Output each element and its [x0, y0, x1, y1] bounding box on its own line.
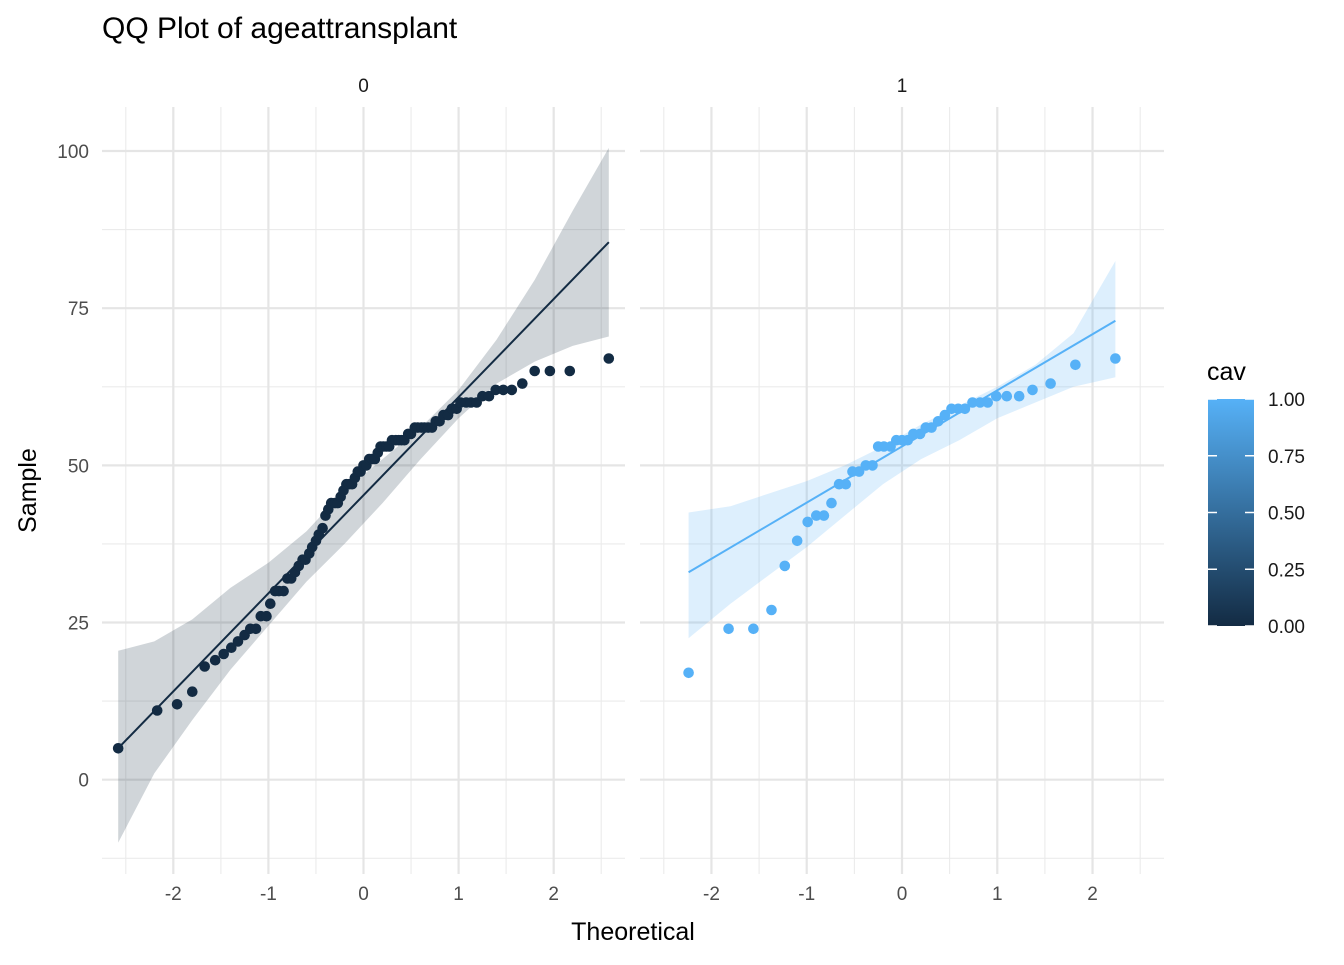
x-tick-label: -2 [703, 884, 720, 905]
data-point [939, 409, 951, 421]
colorbar-label: 0.75 [1268, 447, 1305, 468]
data-point [818, 510, 830, 521]
x-axis-title: Theoretical [571, 918, 695, 946]
data-point [498, 384, 509, 396]
y-tick-label: 50 [68, 456, 89, 477]
facet-panel-0: 0 -2 -1 0 1 2 0 25 50 75 100 [57, 76, 625, 905]
y-tick-label: 25 [68, 614, 89, 635]
data-point [265, 598, 276, 609]
data-point [171, 699, 183, 710]
data-point [932, 416, 944, 427]
x-tick-label: 2 [548, 884, 559, 905]
data-point [802, 516, 813, 528]
y-tick-label: 75 [68, 299, 89, 320]
data-point [974, 397, 986, 408]
x-tick-label: 0 [358, 884, 369, 905]
data-point [151, 705, 163, 716]
x-tick-label: -1 [798, 884, 815, 905]
data-point [317, 522, 328, 534]
legend-colorbar: cav 0.00 0.25 0.50 0.75 1.00 [1207, 358, 1305, 638]
qq-reference-line [688, 319, 1116, 574]
data-point [506, 384, 518, 396]
data-point [766, 604, 777, 616]
data-point [967, 397, 978, 408]
data-point [748, 623, 759, 635]
x-tick-label: -1 [260, 884, 277, 905]
data-point [490, 384, 502, 396]
data-point [483, 390, 495, 402]
x-tick-label: -2 [165, 884, 182, 905]
data-point [1027, 384, 1038, 396]
data-point [1110, 353, 1121, 364]
data-point [112, 743, 124, 754]
colorbar-label: 0.50 [1268, 504, 1305, 525]
data-point [603, 353, 615, 364]
data-point [564, 365, 576, 377]
data-point [982, 397, 993, 408]
data-point [853, 466, 865, 477]
data-point [250, 623, 262, 635]
colorbar-label: 0.25 [1268, 560, 1305, 581]
x-tick-label: 0 [897, 884, 908, 905]
x-tick-label: 1 [453, 884, 464, 905]
data-point [991, 390, 1002, 402]
data-point [826, 497, 837, 509]
data-point [779, 560, 791, 572]
facet-strip-label: 1 [897, 76, 908, 97]
data-point [187, 686, 198, 697]
data-point [529, 365, 540, 377]
data-point [1070, 359, 1081, 371]
data-point [209, 654, 221, 666]
data-point [811, 510, 822, 521]
data-point [959, 403, 971, 415]
data-point [232, 636, 244, 647]
data-point [261, 610, 272, 622]
data-point [723, 623, 734, 635]
data-point [926, 422, 937, 433]
data-point [199, 661, 210, 672]
data-point [791, 535, 803, 547]
data-point [1045, 378, 1056, 389]
facet-panel-1: 1 -2 -1 0 1 2 [640, 76, 1164, 905]
chart-title: QQ Plot of ageattransplant [102, 12, 458, 45]
data-point [218, 648, 229, 660]
x-tick-label: 1 [992, 884, 1003, 905]
data-point [517, 378, 528, 389]
data-point [1013, 390, 1025, 402]
x-tick-label: 2 [1087, 884, 1098, 905]
qq-reference-line [117, 241, 610, 749]
data-point [544, 365, 556, 377]
legend-title: cav [1207, 358, 1246, 386]
data-point [226, 642, 237, 653]
y-tick-label: 0 [78, 771, 89, 792]
data-point [840, 478, 852, 490]
colorbar-label: 0.00 [1268, 617, 1305, 638]
data-point [278, 585, 289, 597]
facet-strip-label: 0 [358, 76, 369, 97]
y-tick-label: 100 [57, 142, 89, 163]
data-point [1001, 390, 1013, 402]
colorbar-label: 1.00 [1268, 390, 1305, 411]
y-axis-title: Sample [14, 448, 42, 533]
data-point [867, 460, 878, 471]
data-point [683, 667, 694, 679]
